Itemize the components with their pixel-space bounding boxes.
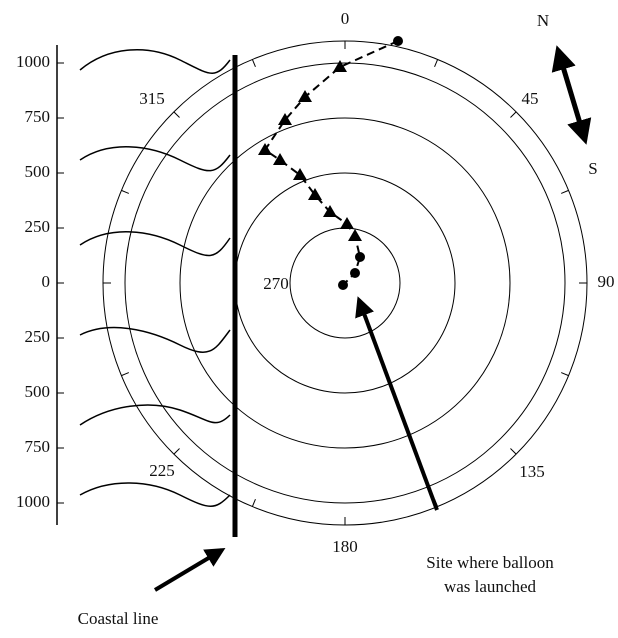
annotation: was launched (444, 577, 537, 596)
angle-label: 315 (139, 89, 165, 108)
outer-tick (121, 190, 128, 193)
compass-arrow (558, 50, 585, 140)
angle-label: 135 (519, 462, 545, 481)
outer-tick (121, 373, 128, 376)
balloon-triangle (333, 60, 347, 72)
outer-tick (561, 190, 568, 193)
wave (80, 405, 230, 425)
annotation: Coastal line (78, 609, 159, 628)
balloon-triangle (293, 168, 307, 180)
coast-arrow (155, 550, 222, 590)
balloon-triangle (340, 217, 354, 229)
scale-label: 1000 (16, 492, 50, 511)
balloon-dot (393, 36, 403, 46)
angle-label: 180 (332, 537, 358, 556)
north-label: N (537, 11, 549, 30)
scale-label: 250 (25, 217, 51, 236)
scale-label: 0 (42, 272, 51, 291)
annotation: Site where balloon (426, 553, 554, 572)
scale-label: 500 (25, 162, 51, 181)
wave (80, 232, 230, 256)
balloon-triangle (298, 90, 312, 102)
balloon-triangle (348, 229, 362, 241)
scale-label: 750 (25, 107, 51, 126)
scale-label: 750 (25, 437, 51, 456)
angle-label: 270 (263, 274, 289, 293)
outer-tick (252, 59, 255, 66)
site-arrow (359, 300, 437, 510)
angle-label: 225 (149, 461, 175, 480)
balloon-dot (338, 280, 348, 290)
balloon-triangle (273, 153, 287, 165)
south-label: S (588, 159, 597, 178)
outer-tick (174, 448, 180, 454)
outer-tick (174, 112, 180, 118)
outer-tick (561, 373, 568, 376)
wave (80, 147, 230, 171)
wave (80, 483, 230, 506)
scale-label: 1000 (16, 52, 50, 71)
scale-label: 250 (25, 327, 51, 346)
wave (80, 328, 230, 353)
wave (80, 50, 230, 73)
angle-label: 90 (598, 272, 615, 291)
angle-label: 45 (522, 89, 539, 108)
balloon-dot (350, 268, 360, 278)
balloon-dot (355, 252, 365, 262)
outer-tick (510, 448, 516, 454)
outer-tick (435, 59, 438, 66)
waves (80, 50, 230, 506)
outer-tick (252, 499, 255, 506)
balloon-triangle (258, 143, 272, 155)
outer-tick (510, 112, 516, 118)
diagram: 100075050025002505007501000 N S 0 45 90 … (0, 0, 618, 633)
scale-label: 500 (25, 382, 51, 401)
balloon-triangle (323, 205, 337, 217)
angle-label: 0 (341, 9, 350, 28)
trajectory-points (258, 36, 403, 290)
